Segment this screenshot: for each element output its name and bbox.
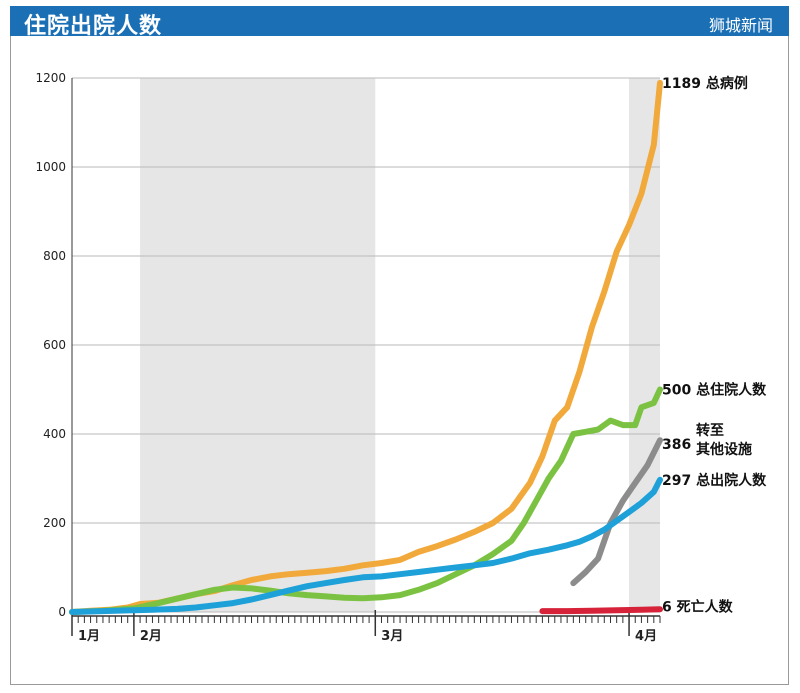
end-label-discharged: 297 总出院人数 bbox=[662, 472, 767, 489]
y-tick-label: 800 bbox=[43, 249, 66, 263]
series-line-2 bbox=[570, 437, 663, 587]
chart-title: 住院出院人数 bbox=[24, 14, 163, 39]
x-month-label: 2月 bbox=[140, 629, 162, 644]
end-label-hospitalized: 500 总住院人数 bbox=[662, 382, 767, 399]
y-tick-label: 400 bbox=[43, 427, 66, 441]
end-label-deaths: 6 死亡人数 bbox=[662, 598, 734, 615]
end-label-total-cases: 1189 总病例 bbox=[662, 75, 748, 92]
chart-header: 住院出院人数 狮城新闻 bbox=[10, 6, 789, 39]
series-line-1 bbox=[69, 386, 663, 615]
source-credit: 狮城新闻 bbox=[708, 16, 773, 35]
y-tick-label: 1200 bbox=[35, 71, 66, 85]
end-label-transferred-line2: 其他设施 bbox=[696, 441, 752, 458]
x-month-label: 1月 bbox=[78, 629, 100, 644]
x-axis: 1月 2月 3月 4月 bbox=[71, 610, 661, 644]
y-axis: 0 200 400 600 800 1000 1200 bbox=[35, 71, 73, 619]
y-tick-label: 200 bbox=[43, 516, 66, 530]
end-label-transferred-value: 386 bbox=[662, 437, 691, 453]
series-line-4 bbox=[539, 606, 663, 615]
x-month-label: 4月 bbox=[635, 629, 657, 644]
x-month-label: 3月 bbox=[381, 629, 403, 644]
series-lines bbox=[69, 79, 663, 615]
end-label-transferred-line1: 转至 bbox=[696, 422, 724, 439]
series-line-3 bbox=[69, 476, 663, 615]
y-tick-label: 600 bbox=[43, 338, 66, 352]
gridlines bbox=[72, 77, 660, 613]
y-tick-label: 0 bbox=[58, 605, 66, 619]
y-tick-label: 1000 bbox=[35, 160, 66, 174]
